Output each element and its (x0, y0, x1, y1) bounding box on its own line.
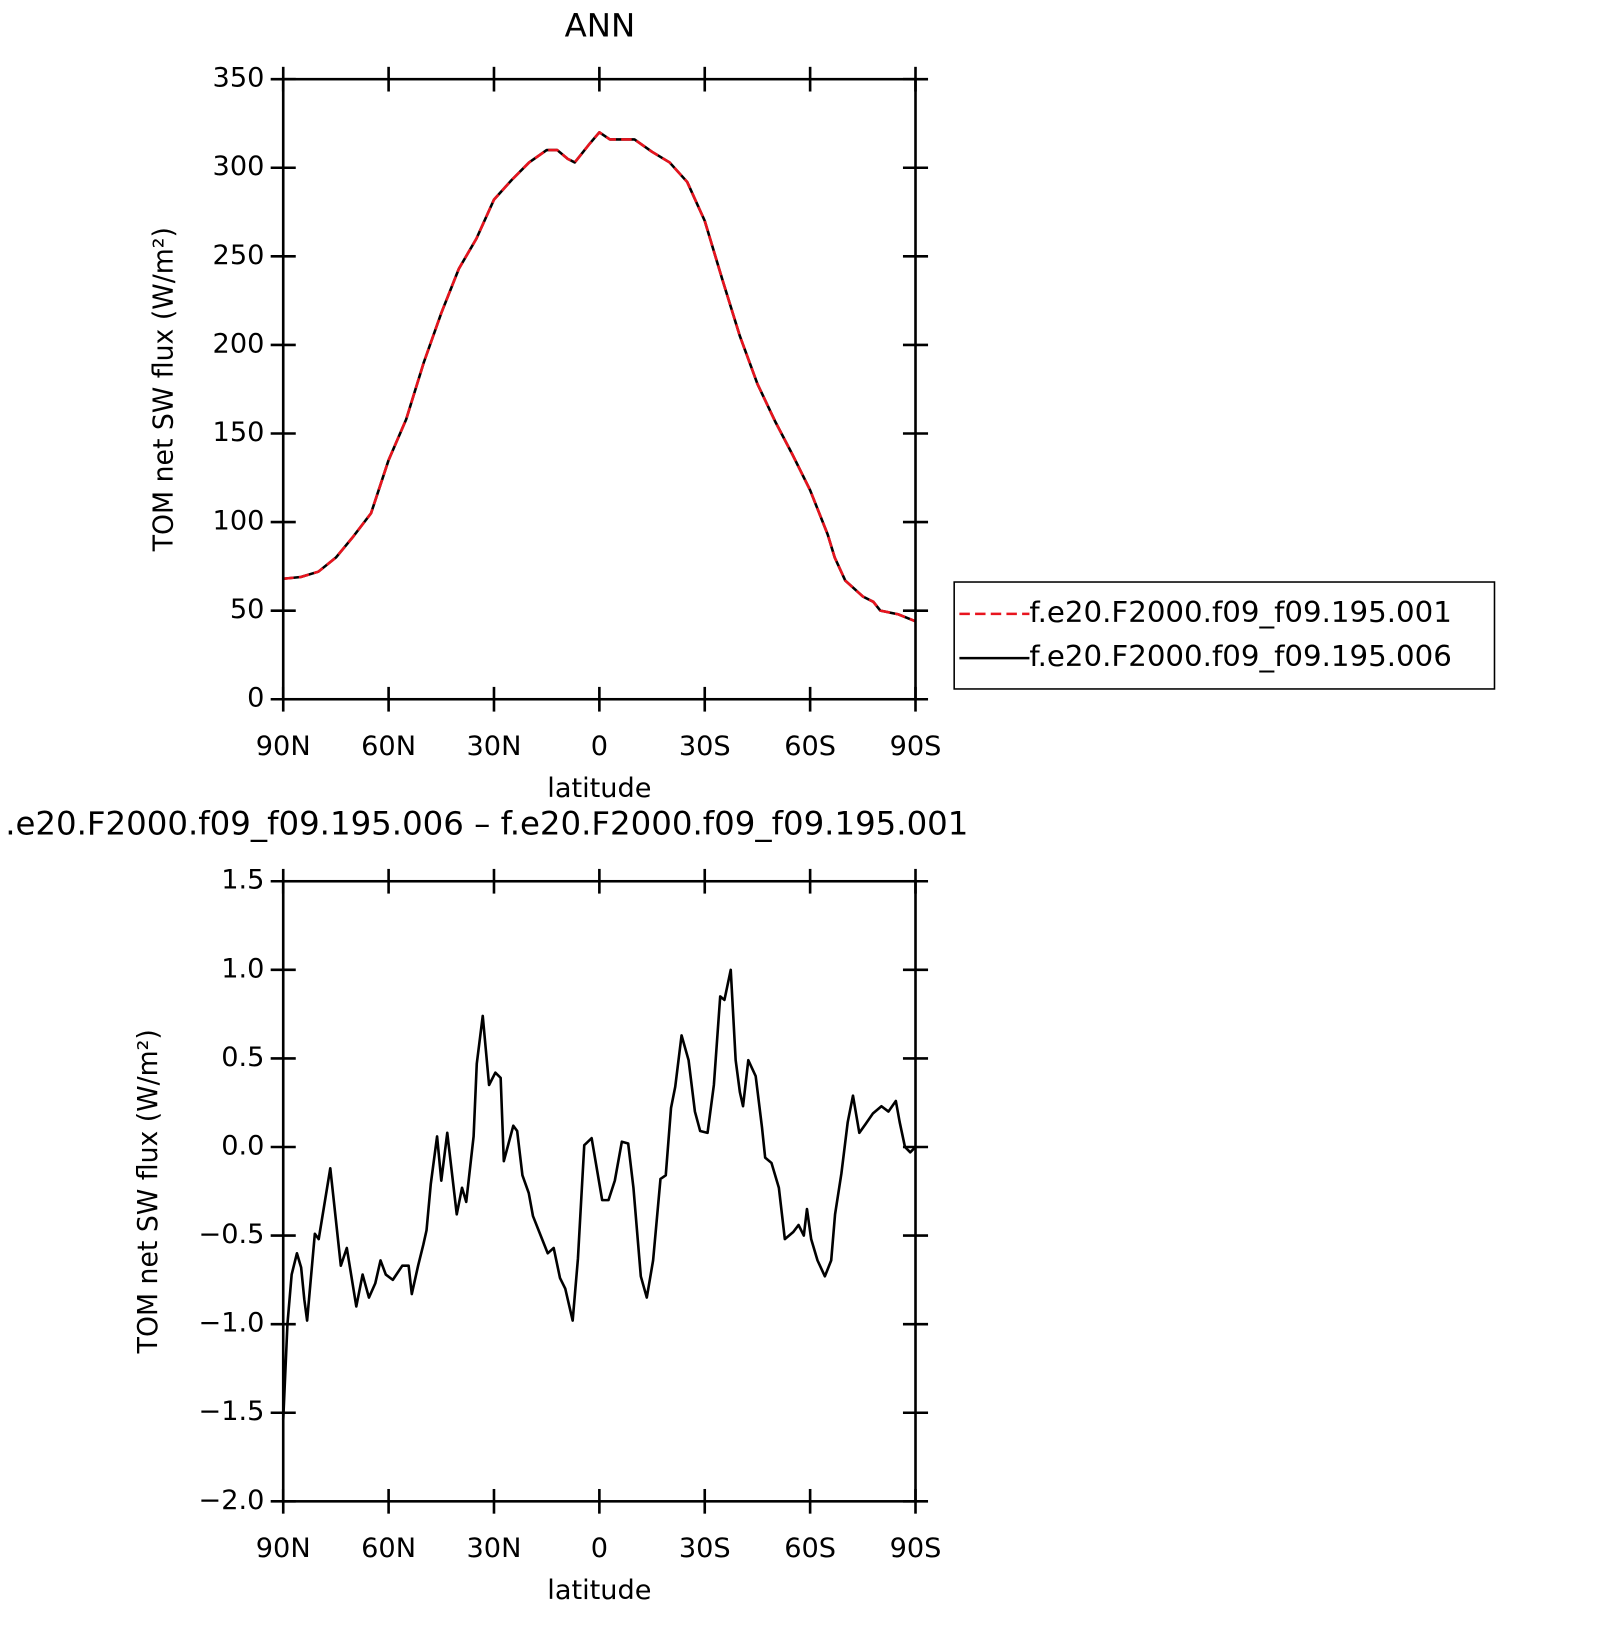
y-tick-label: 150 (213, 417, 265, 448)
x-tick-label: 60N (361, 1533, 416, 1564)
series-line (283, 131, 917, 623)
x-tick-label: 90S (890, 731, 942, 762)
y-tick-label: −2.0 (198, 1485, 264, 1516)
y-tick-label: 1.0 (221, 953, 264, 984)
x-tick-label: 60S (784, 1533, 836, 1564)
y-tick-label: 1.5 (221, 865, 264, 896)
y-tick-label: −1.5 (198, 1396, 264, 1427)
x-tick-label: 60N (361, 731, 416, 762)
x-tick-label: 30S (679, 1533, 731, 1564)
y-tick-label: 0 (247, 683, 264, 714)
y-tick-label: 100 (213, 506, 265, 537)
y-axis-label: TOM net SW flux (W/m²) (133, 1029, 164, 1354)
y-tick-label: 0.5 (221, 1042, 264, 1073)
x-tick-label: 60S (784, 731, 836, 762)
y-tick-label: 300 (213, 151, 265, 182)
y-tick-label: 350 (213, 63, 265, 94)
x-tick-label: 30S (679, 731, 731, 762)
series-line (281, 968, 917, 1420)
legend-box (953, 581, 1496, 690)
x-axis-label: latitude (547, 1575, 651, 1606)
legend-label: f.e20.F2000.f09_f09.195.001 (1029, 595, 1451, 629)
chart-title: .e20.F2000.f09_f09.195.006 – f.e20.F2000… (5, 805, 968, 843)
x-tick-label: 90S (890, 1533, 942, 1564)
y-tick-label: 0.0 (221, 1131, 264, 1162)
y-tick-label: 200 (213, 329, 265, 360)
plot-frame (281, 77, 917, 701)
plot-frame (281, 879, 917, 1503)
chart-title: ANN (565, 7, 636, 45)
x-tick-label: 30N (467, 1533, 522, 1564)
x-tick-label: 30N (467, 731, 522, 762)
legend-label: f.e20.F2000.f09_f09.195.006 (1029, 639, 1451, 673)
y-axis-label: TOM net SW flux (W/m²) (148, 227, 179, 552)
x-tick-label: 0 (591, 731, 608, 762)
series-line (283, 131, 917, 623)
y-tick-label: 250 (213, 240, 265, 271)
y-tick-label: 50 (230, 594, 265, 625)
x-axis-label: latitude (547, 773, 651, 804)
y-tick-label: −1.0 (198, 1308, 264, 1339)
x-tick-label: 90N (256, 731, 311, 762)
x-tick-label: 90N (256, 1533, 311, 1564)
y-tick-label: −0.5 (198, 1219, 264, 1250)
x-tick-label: 0 (591, 1533, 608, 1564)
